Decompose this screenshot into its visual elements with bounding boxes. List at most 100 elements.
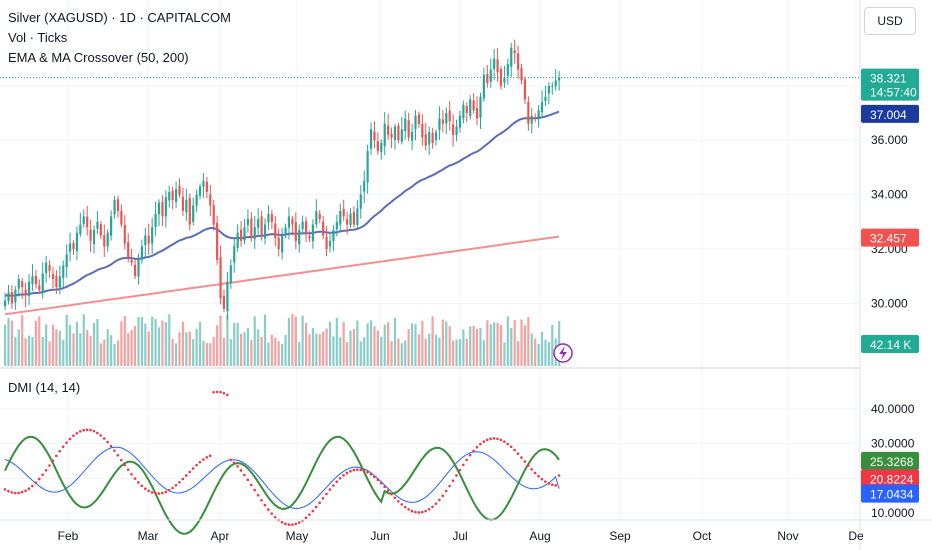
minus-di-dot bbox=[232, 461, 236, 465]
candle-body bbox=[110, 216, 113, 236]
volume-bar bbox=[41, 336, 44, 366]
volume-bar bbox=[133, 325, 137, 366]
candle-body bbox=[284, 227, 287, 235]
candle-body bbox=[178, 186, 181, 195]
volume-bar bbox=[448, 326, 451, 366]
minus-di-dot bbox=[479, 442, 482, 446]
volume-bar bbox=[62, 340, 65, 366]
minus-di-dot bbox=[147, 489, 150, 493]
volume-bar bbox=[551, 324, 554, 366]
volume-bar bbox=[359, 341, 362, 366]
minus-di-dot bbox=[55, 454, 58, 458]
minus-di-dot bbox=[458, 468, 462, 472]
adx-line bbox=[4, 435, 560, 535]
minus-di-dot bbox=[157, 492, 161, 495]
volume-bar bbox=[38, 316, 41, 366]
minus-di-dot bbox=[506, 442, 510, 446]
candle-body bbox=[503, 77, 506, 83]
volume-bar bbox=[390, 341, 393, 366]
volume-bar bbox=[520, 319, 523, 366]
volume-bar bbox=[185, 332, 188, 366]
candle-body bbox=[472, 100, 475, 111]
volume-bar bbox=[417, 334, 421, 366]
minus-di-dot bbox=[362, 469, 366, 473]
minus-di-dot bbox=[400, 503, 404, 506]
candle-body bbox=[421, 123, 424, 138]
minus-di-dot bbox=[92, 429, 96, 433]
minus-di-dot bbox=[407, 508, 410, 511]
candle-body bbox=[493, 58, 496, 70]
candle-body bbox=[380, 142, 383, 152]
candle-body bbox=[205, 181, 208, 192]
candle-body bbox=[270, 213, 273, 222]
plus-di-tag: 17.0434 bbox=[861, 484, 919, 503]
volume-bar bbox=[17, 329, 20, 366]
volume-bar bbox=[472, 325, 475, 366]
dmi-legend[interactable]: DMI (14, 14) bbox=[8, 380, 81, 395]
minus-di-dot bbox=[178, 480, 181, 484]
time-tick-label: De bbox=[848, 529, 864, 543]
volume-tag-text: 42.14 K bbox=[870, 338, 911, 352]
volume-bar bbox=[24, 338, 27, 366]
candle-body bbox=[4, 300, 7, 307]
minus-di-dot bbox=[533, 471, 537, 475]
minus-di-dot bbox=[215, 390, 219, 394]
minus-di-tag-bg bbox=[861, 469, 919, 488]
candle-body bbox=[226, 281, 229, 312]
candle-body bbox=[540, 102, 544, 113]
minus-di-dot bbox=[393, 496, 397, 500]
candle-body bbox=[239, 229, 243, 241]
lightning-icon[interactable] bbox=[553, 343, 573, 363]
candle-body bbox=[537, 110, 540, 120]
currency-button[interactable]: USD bbox=[864, 7, 916, 35]
candle-body bbox=[428, 132, 431, 145]
minus-di-dot bbox=[51, 459, 55, 463]
candle-body bbox=[356, 208, 359, 225]
minus-di-dot bbox=[85, 428, 89, 432]
candle-body bbox=[547, 85, 550, 94]
candle-body bbox=[342, 209, 345, 217]
minus-di-dot bbox=[441, 494, 445, 498]
candle-body bbox=[445, 113, 448, 124]
candle-body bbox=[352, 212, 356, 225]
candle-body bbox=[510, 47, 513, 67]
volume-bar bbox=[14, 336, 17, 366]
candle-body bbox=[188, 197, 191, 225]
ma-legend[interactable]: EMA & MA Crossover (50, 200) bbox=[8, 50, 189, 65]
symbol-legend[interactable]: Silver (XAGUSD) · 1D · CAPITALCOM bbox=[8, 10, 231, 25]
candle-body bbox=[527, 102, 530, 124]
ema50-line bbox=[4, 110, 560, 297]
volume-bar bbox=[147, 331, 150, 366]
volume-bar bbox=[270, 334, 273, 366]
volume-bar bbox=[127, 333, 130, 366]
minus-di-dot bbox=[143, 487, 147, 490]
candle-body bbox=[140, 246, 143, 260]
volume-bar bbox=[376, 330, 379, 366]
volume-bar bbox=[92, 323, 96, 366]
volume-bar bbox=[294, 316, 297, 366]
candle-body bbox=[116, 199, 120, 211]
candle-body bbox=[260, 216, 263, 236]
ma200-tag-text: 32.457 bbox=[870, 232, 907, 246]
minus-di-dot bbox=[280, 520, 284, 524]
minus-di-dot bbox=[526, 464, 530, 467]
minus-di-dot bbox=[523, 460, 527, 463]
minus-di-dot bbox=[304, 516, 308, 520]
time-tick-label: Oct bbox=[693, 529, 712, 543]
candle-body bbox=[410, 132, 414, 141]
minus-di-dot bbox=[410, 509, 414, 513]
minus-di-dot bbox=[31, 484, 34, 488]
minus-di-dot bbox=[448, 484, 451, 488]
volume-bar bbox=[369, 320, 373, 366]
volume-bar bbox=[380, 336, 383, 366]
candle-body bbox=[21, 281, 24, 288]
volume-legend[interactable]: Vol · Ticks bbox=[8, 30, 68, 45]
minus-di-dot bbox=[554, 484, 557, 487]
volume-bar bbox=[523, 325, 527, 366]
volume-bar bbox=[188, 331, 191, 366]
minus-di-dot bbox=[195, 463, 198, 467]
candle-body bbox=[267, 213, 270, 223]
candlesticks[interactable] bbox=[4, 39, 561, 320]
